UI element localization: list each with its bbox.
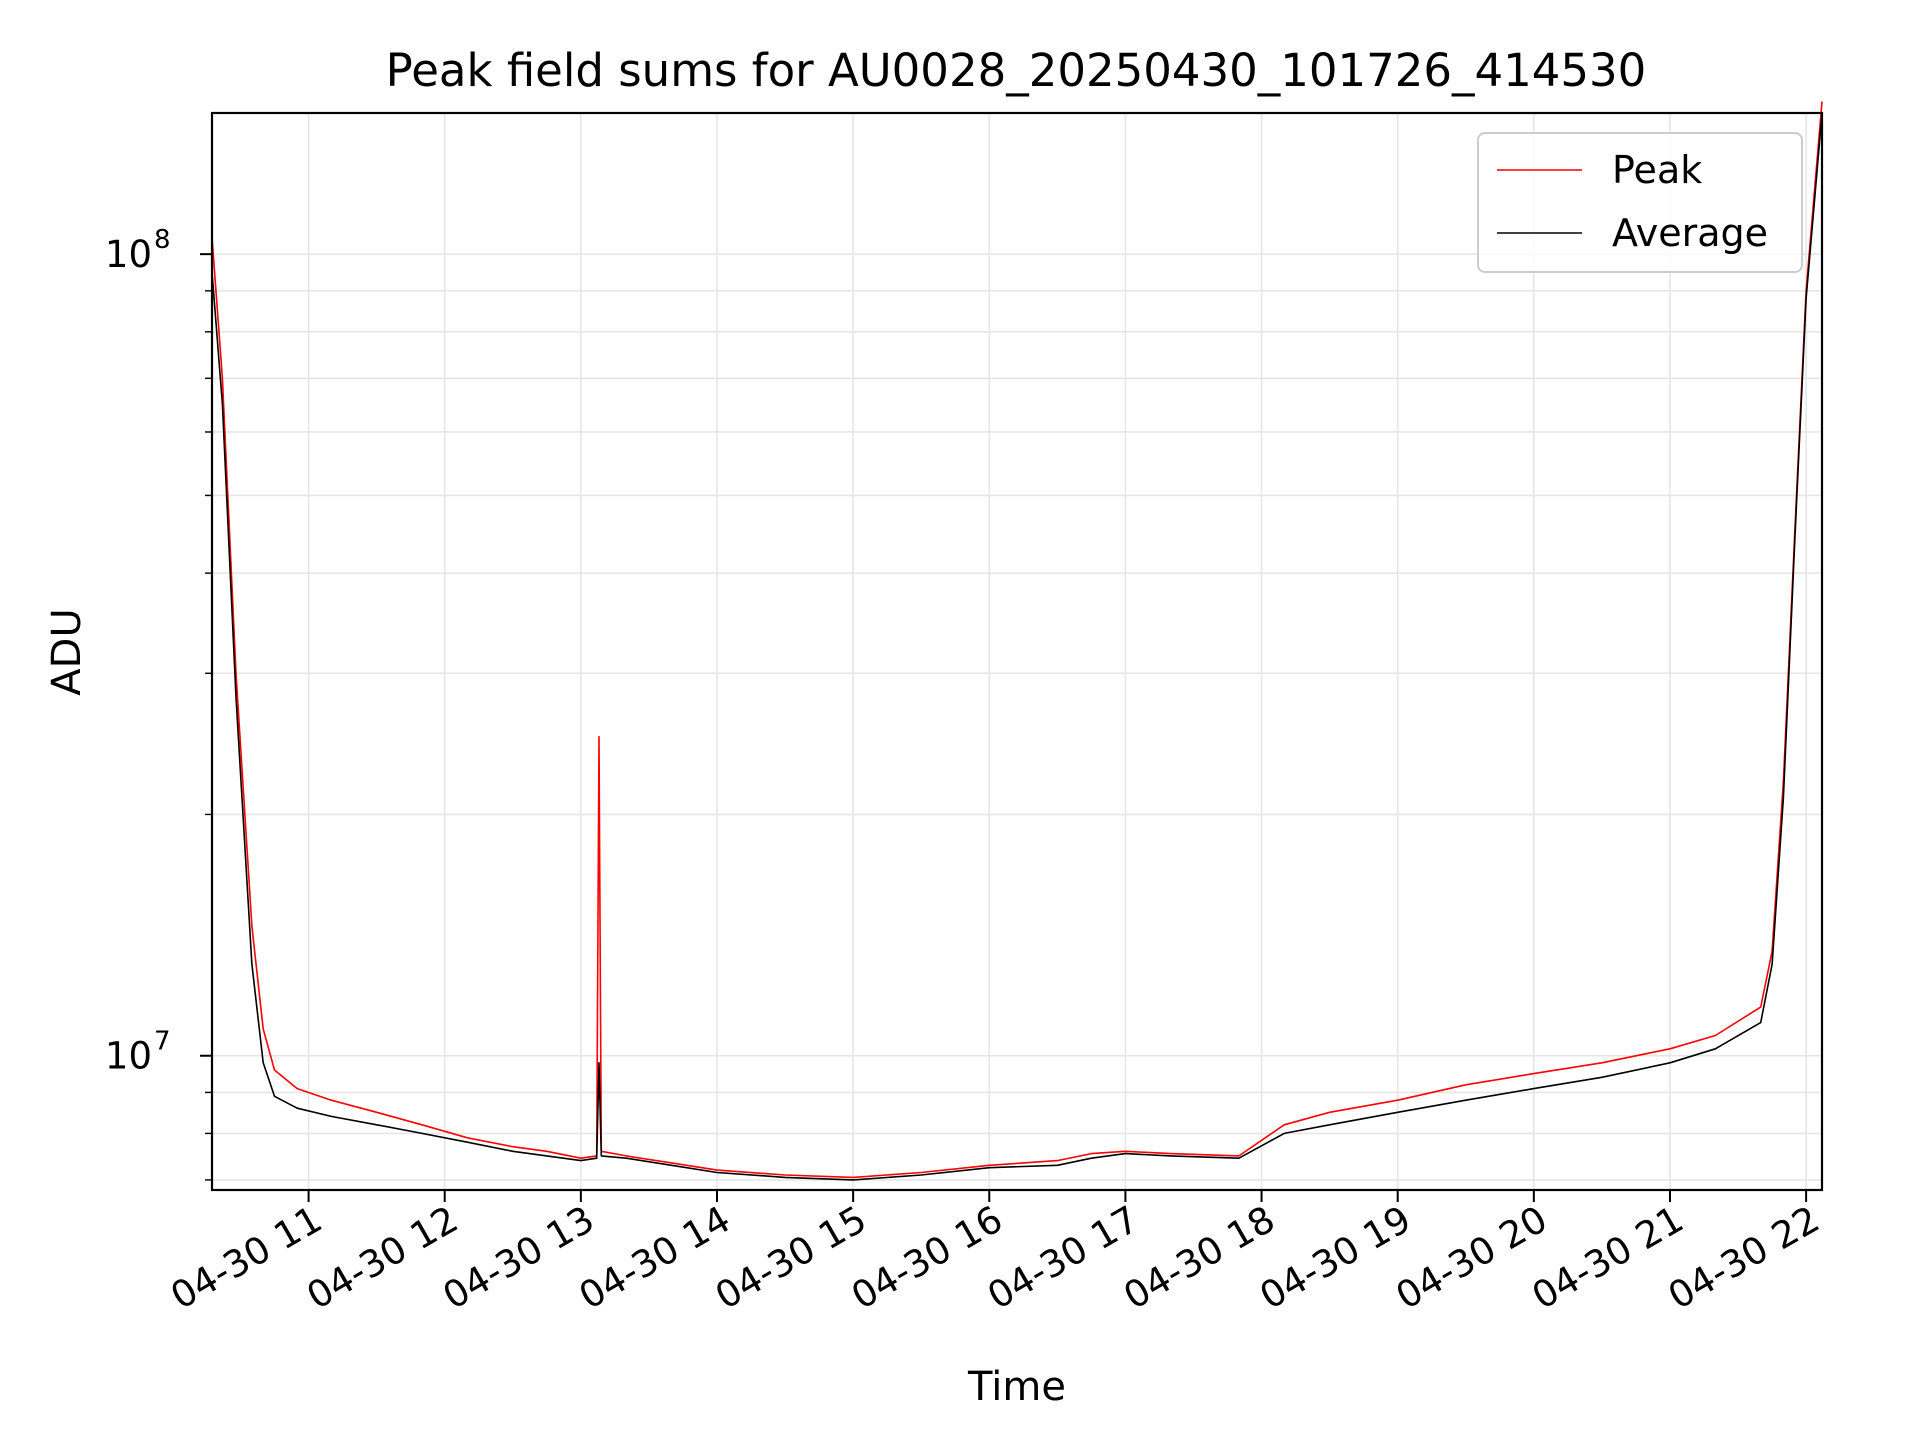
plot-frame [210, 111, 1824, 1192]
y-tick-exponent: 8 [154, 225, 171, 255]
legend-box [1477, 132, 1803, 273]
legend-label-peak: Peak [1612, 148, 1702, 192]
grid [212, 113, 1822, 1190]
y-tick-exponent: 7 [154, 1027, 171, 1057]
legend-label-average: Average [1612, 211, 1768, 255]
y-tick-label: 10 [105, 1035, 152, 1078]
x-axis-label: Time [967, 1364, 1066, 1410]
y-axis-label: ADU [44, 608, 90, 695]
chart-title: Peak field sums for AU0028_20250430_1017… [386, 44, 1647, 97]
y-tick-label: 10 [105, 233, 152, 276]
series-layer [211, 101, 1823, 1181]
series-line-peak [211, 101, 1823, 1179]
legend: Peak Average [1477, 132, 1803, 273]
series-line-average [211, 112, 1823, 1181]
plot-background [212, 113, 1822, 1190]
